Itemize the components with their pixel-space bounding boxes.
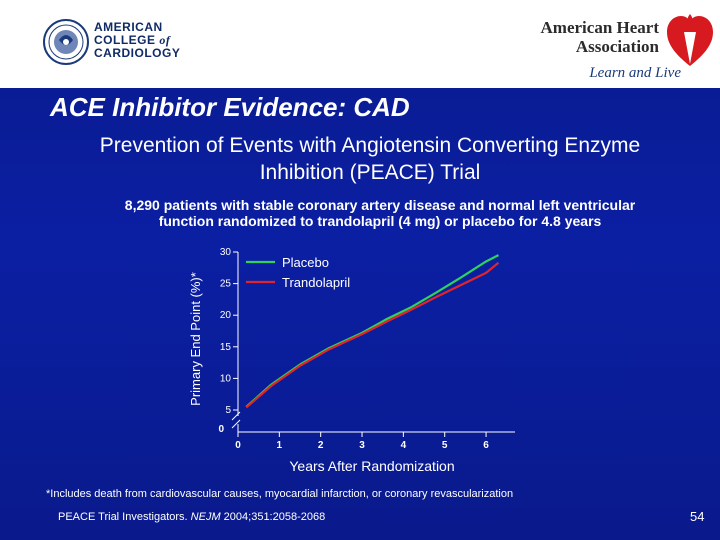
aha-line-2: Association [575, 37, 659, 56]
citation: PEACE Trial Investigators. NEJM 2004;351… [58, 511, 325, 523]
acc-line-3: CARDIOLOGY [94, 46, 181, 60]
acc-line-1: AMERICAN [94, 20, 163, 34]
x-axis-label: Years After Randomization [289, 458, 454, 474]
acc-logo-text: AMERICAN COLLEGE of CARDIOLOGY [94, 21, 204, 60]
y-tick-label: 20 [220, 310, 232, 321]
aha-tagline: Learn and Live [589, 65, 681, 81]
x-tick-label: 1 [277, 440, 283, 451]
y-tick-label: 5 [225, 405, 231, 416]
y-axis-break-mark [231, 419, 241, 429]
trial-description: 8,290 patients with stable coronary arte… [40, 197, 720, 229]
y-tick-label: 15 [220, 342, 232, 353]
x-tick-label: 3 [359, 440, 365, 451]
x-tick-label: 4 [401, 440, 407, 451]
y-tick-label: 30 [220, 247, 232, 258]
chart-legend: Placebo Trandolapril [246, 255, 350, 290]
legend-label-trandolapril: Trandolapril [282, 275, 350, 290]
chart-axes [231, 252, 515, 433]
slide-title: ACE Inhibitor Evidence: CAD [50, 92, 410, 122]
y-tick-label: 10 [220, 373, 232, 384]
y-axis-label: Primary End Point (%)* [188, 272, 203, 406]
citation-details: 2004;351:2058-2068 [220, 511, 326, 523]
legend-label-placebo: Placebo [282, 255, 329, 270]
header-band: AMERICAN COLLEGE of CARDIOLOGY American … [0, 0, 720, 88]
x-tick-label: 5 [442, 440, 448, 451]
aha-line-1: American Heart [540, 18, 659, 37]
citation-journal: NEJM [190, 511, 221, 523]
acc-line-2a: COLLEGE [94, 33, 156, 47]
subtitle-line-1: Prevention of Events with Angiotensin Co… [99, 134, 641, 157]
x-tick-label: 2 [318, 440, 324, 451]
aha-logo: American Heart Association Learn and Liv… [540, 10, 715, 82]
subtitle-line-2: Inhibition (PEACE) Trial [259, 161, 481, 184]
chart-series [245, 254, 500, 409]
acc-line-2b: of [159, 33, 171, 47]
heart-torch-icon [667, 14, 713, 66]
chart-ticks: 5 10 15 20 25 30 00 1 2 3 4 5 6 [218, 247, 489, 451]
x-tick-label: 6 [483, 440, 489, 451]
citation-authors: PEACE Trial Investigators. [58, 511, 191, 523]
description-line-1: 8,290 patients with stable coronary arte… [124, 197, 636, 213]
page-number: 54 [690, 509, 705, 524]
y-tick-label-zero: 0 [218, 424, 224, 435]
acc-logo: AMERICAN COLLEGE of CARDIOLOGY [42, 18, 202, 68]
description-line-2: function randomized to trandolapril (4 m… [158, 213, 602, 229]
aha-name: American Heart Association [541, 18, 659, 56]
acc-seal-icon [43, 19, 89, 65]
y-axis-break-mark [231, 411, 241, 421]
y-tick-label: 25 [220, 279, 232, 290]
footnote: *Includes death from cardiovascular caus… [46, 488, 514, 500]
x-tick-label: 0 [235, 440, 241, 451]
series-line-trandolapril [245, 261, 500, 409]
slide-subtitle: Prevention of Events with Angiotensin Co… [20, 132, 720, 186]
